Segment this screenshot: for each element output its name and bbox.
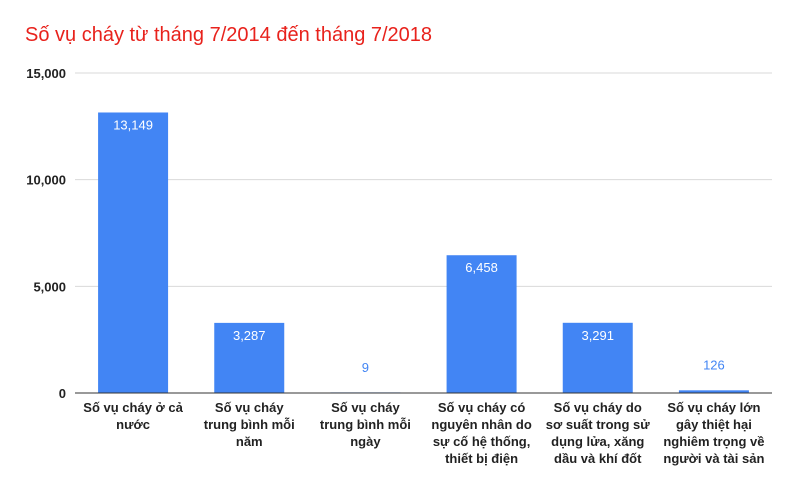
data-label: 9 — [362, 360, 369, 375]
bar — [446, 255, 517, 393]
x-tick-line: trung bình mỗi — [204, 417, 295, 432]
bars — [98, 112, 749, 393]
data-label: 126 — [703, 357, 725, 372]
x-tick-line: thiết bị điện — [445, 451, 518, 466]
x-tick-label: Số vụ cháy ở cả nước — [83, 400, 183, 432]
y-tick-label: 0 — [59, 386, 66, 401]
x-tick-label: Số vụ cháy do sơ suất trong sử dụng lửa, x… — [546, 400, 650, 466]
data-label: 3,287 — [233, 328, 266, 343]
x-tick-line: dầu và khí đốt — [554, 451, 642, 466]
chart-title: Số vụ cháy từ tháng 7/2014 đến tháng 7/2… — [25, 24, 433, 46]
x-tick-line: nước — [116, 417, 150, 432]
data-labels: 13,149 3,287 9 6,458 3,291 126 — [113, 117, 725, 374]
x-tick-line: Số vụ cháy có — [438, 400, 525, 415]
bar — [214, 322, 285, 393]
x-tick-line: dụng lửa, xăng — [551, 434, 644, 449]
x-tick-label: Số vụ cháy trung bình mỗi năm — [204, 400, 295, 449]
x-tick-line: Số vụ cháy — [215, 400, 284, 415]
y-tick-label: 10,000 — [26, 173, 66, 188]
x-tick-line: Số vụ cháy ở cả — [83, 400, 183, 415]
x-tick-line: ngày — [350, 434, 381, 449]
x-tick-line: sơ suất trong sử — [546, 417, 650, 432]
x-tick-label: Số vụ cháy lớn gây thiệt hại nghiêm trọng … — [663, 400, 764, 466]
bar — [562, 322, 633, 393]
y-tick-label: 5,000 — [33, 279, 66, 294]
data-label: 13,149 — [113, 117, 153, 132]
x-tick-line: Số vụ cháy lớn — [667, 400, 760, 415]
gridlines — [75, 72, 772, 287]
y-tick-label: 15,000 — [26, 66, 66, 81]
x-tick-line: Số vụ cháy do — [554, 400, 642, 415]
x-tick-line: sự cố hệ thống, — [433, 434, 531, 449]
x-tick-label: Số vụ cháy có nguyên nhân do sự cố hệ thốn… — [431, 400, 531, 466]
bar — [678, 390, 749, 393]
bar — [98, 112, 169, 393]
x-tick-line: nghiêm trọng về — [663, 434, 764, 449]
y-axis-ticks: 0 5,000 10,000 15,000 — [26, 66, 66, 401]
x-tick-line: nguyên nhân do — [431, 417, 531, 432]
x-tick-line: Số vụ cháy — [331, 400, 400, 415]
x-tick-line: người và tài sản — [663, 451, 764, 466]
x-axis-ticks: Số vụ cháy ở cả nước Số vụ cháy trung bình … — [83, 400, 764, 466]
data-label: 6,458 — [465, 260, 498, 275]
x-tick-line: trung bình mỗi — [320, 417, 411, 432]
x-tick-line: gây thiệt hại — [676, 417, 752, 432]
x-tick-label: Số vụ cháy trung bình mỗi ngày — [320, 400, 411, 449]
x-tick-line: năm — [236, 434, 263, 449]
data-label: 3,291 — [581, 328, 614, 343]
